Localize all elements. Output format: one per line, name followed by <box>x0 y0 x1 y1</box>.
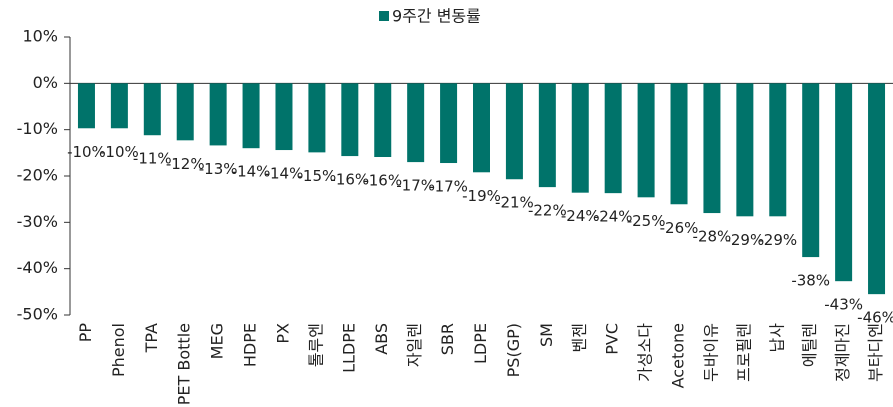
bar <box>538 83 556 188</box>
x-tick-label: TPA <box>142 323 161 353</box>
value-label: -28% <box>693 228 732 246</box>
value-label: -38% <box>791 272 830 290</box>
value-label: -11% <box>133 150 172 168</box>
value-label: -15% <box>298 167 337 185</box>
value-label: -22% <box>528 202 567 220</box>
x-tick-label: 에틸렌 <box>800 323 819 367</box>
bar <box>341 83 359 157</box>
bar <box>209 83 227 146</box>
x-tick-label: MEG <box>208 323 227 359</box>
legend-swatch <box>379 11 389 21</box>
value-label: -14% <box>232 163 271 181</box>
bar <box>242 83 260 149</box>
value-label: -10% <box>67 143 106 161</box>
bar <box>868 83 886 295</box>
bar <box>473 83 490 173</box>
value-label: -19% <box>462 187 501 205</box>
value-label: -10% <box>100 143 139 161</box>
x-tick-label: PET Bottle <box>175 323 194 405</box>
bar <box>802 83 820 258</box>
x-tick-label: 가성소다 <box>636 323 655 382</box>
bar <box>769 83 787 217</box>
x-tick-label: SM <box>537 323 556 347</box>
bar <box>275 83 293 151</box>
bar <box>440 83 458 164</box>
value-label: -17% <box>396 177 435 195</box>
bar <box>670 83 688 205</box>
bar <box>176 83 194 141</box>
x-tick-label: Acetone <box>669 323 688 388</box>
x-tick-label: 프로필렌 <box>734 323 753 382</box>
bar <box>143 83 161 136</box>
value-label: -25% <box>627 212 666 230</box>
x-tick-label: LLDPE <box>339 323 358 373</box>
value-label: -29% <box>725 231 764 249</box>
x-tick-label: PP <box>76 323 95 343</box>
value-label: -13% <box>199 160 238 178</box>
value-label: -12% <box>166 155 205 173</box>
bar <box>703 83 721 214</box>
x-tick-label: 납사 <box>767 323 786 353</box>
value-label: -14% <box>265 165 304 183</box>
value-label: -46% <box>857 309 893 327</box>
y-tick-label: 0% <box>33 73 58 92</box>
bar <box>637 83 655 198</box>
x-tick-label: HDPE <box>241 323 260 367</box>
x-tick-label: ABS <box>372 323 391 355</box>
bar <box>835 83 853 282</box>
value-label: -16% <box>330 171 369 189</box>
x-tick-label: Phenol <box>109 323 128 377</box>
value-label: -17% <box>429 178 468 196</box>
bar <box>571 83 589 193</box>
bar <box>374 83 392 158</box>
value-label: -16% <box>363 172 402 190</box>
bar <box>505 83 523 180</box>
y-tick-label: -20% <box>17 166 58 185</box>
x-tick-label: PX <box>273 323 292 344</box>
x-tick-label: 톨루엔 <box>306 323 325 367</box>
x-tick-label: 정제마진 <box>833 323 852 382</box>
x-tick-label: 부타디엔 <box>866 323 885 382</box>
bar <box>110 83 128 129</box>
y-tick-label: 10% <box>22 27 58 46</box>
bar <box>407 83 425 163</box>
value-label: -24% <box>594 208 633 226</box>
bar <box>77 83 95 129</box>
value-label: -43% <box>824 296 863 314</box>
x-tick-label: 두바이유 <box>701 323 720 382</box>
x-tick-label: PS(GP) <box>504 323 523 377</box>
x-tick-label: PVC <box>603 323 622 355</box>
legend-label: 9주간 변동률 <box>392 7 481 26</box>
y-tick-label: -10% <box>17 119 58 138</box>
x-tick-label: 벤젠 <box>570 323 589 352</box>
bar <box>736 83 754 217</box>
bar <box>604 83 622 194</box>
x-tick-label: LDPE <box>471 323 490 364</box>
y-tick-label: -50% <box>17 305 58 324</box>
value-label: -21% <box>495 194 534 212</box>
value-label: -29% <box>758 231 797 249</box>
x-tick-label: SBR <box>438 323 457 355</box>
y-tick-label: -40% <box>17 258 58 277</box>
value-label: -26% <box>660 219 699 237</box>
x-tick-label: 자일렌 <box>405 323 424 367</box>
value-label: -24% <box>561 207 600 225</box>
bar <box>308 83 326 153</box>
y-tick-label: -30% <box>17 212 58 231</box>
